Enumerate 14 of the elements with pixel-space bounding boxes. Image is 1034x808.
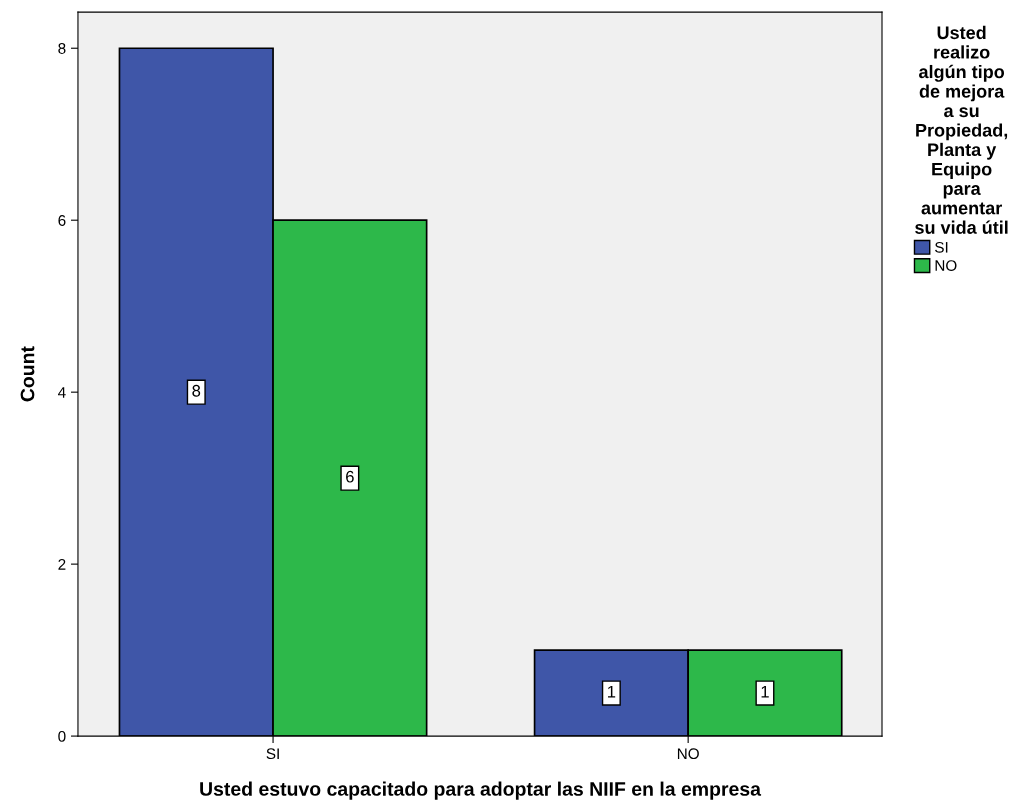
y-tick-label: 0	[58, 730, 66, 742]
data-label: 8	[192, 384, 201, 397]
data-label: 6	[346, 470, 354, 483]
y-tick-label: 2	[58, 558, 66, 570]
data-label: 1	[761, 685, 769, 698]
legend-label: SI	[935, 241, 948, 253]
y-axis-title: Count	[20, 346, 35, 402]
y-tick-label: 8	[58, 43, 66, 54]
text: Usted realizo algún tipo de mejora a su Propiedad, Planta y Equipo para aumentar su vida útil	[915, 25, 1008, 234]
x-axis-title: Usted estuvo capacitado para adoptar las NIIF en la empresa	[200, 781, 762, 800]
y-tick-label: 6	[58, 215, 66, 226]
legend-label: NO	[935, 260, 957, 272]
y-tick-label: 4	[58, 387, 66, 398]
data-label: 1	[608, 685, 616, 698]
